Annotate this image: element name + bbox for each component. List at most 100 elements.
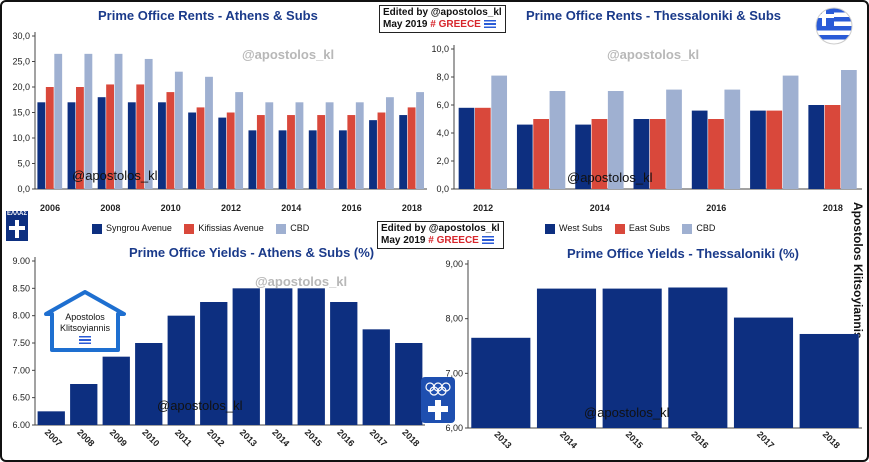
bar (256, 115, 265, 189)
y-tick-label: 7.00 (12, 365, 30, 375)
bar (536, 288, 597, 428)
y-tick-label: 15,0 (12, 108, 30, 118)
x-tick-label: 2014 (270, 427, 291, 448)
bar (471, 337, 531, 428)
bar (287, 115, 295, 189)
watermark-dark: @apostolos_kl (567, 170, 653, 185)
bar (841, 70, 857, 189)
chart-title-thess-yields: Prime Office Yields - Thessaloniki (%) (567, 246, 799, 261)
bar (218, 117, 227, 189)
bar (395, 343, 423, 425)
legend-swatch-cbd-thess (682, 223, 693, 234)
edited-tag: # GREECE (430, 19, 481, 30)
legend-swatch-cbd (276, 223, 287, 234)
bar (158, 102, 166, 189)
house-logo: Apostolos Klitsoyiannis (44, 290, 126, 352)
y-tick-label: 8.50 (12, 283, 30, 293)
x-tick-label: 2018 (402, 203, 422, 213)
x-tick-label: 2014 (281, 203, 301, 213)
bar (691, 110, 708, 189)
bar (474, 107, 491, 189)
bar (102, 356, 130, 425)
y-tick-label: 4,0 (436, 128, 449, 138)
bar (666, 89, 682, 189)
bar (668, 287, 728, 428)
bar (607, 91, 624, 189)
greek-olympic-emblem-icon (421, 377, 455, 423)
y-tick-label: 10,0 (431, 44, 449, 54)
chart-athens-rents: 0,0 5,0 10,0 15,0 20,0 25,0 30,0 2006 2008 2010 20… (12, 31, 427, 213)
watermark-dark: @apostolos_kl (72, 168, 158, 183)
bar (808, 105, 825, 189)
y-tick-label: 7.50 (12, 338, 30, 348)
x-tick-label: 2014 (590, 203, 610, 213)
bar (533, 119, 549, 189)
legend-label-east: East Subs (628, 223, 670, 233)
bar (97, 97, 106, 189)
bar (135, 343, 163, 425)
edited-date: May 2019 (383, 19, 428, 30)
bar (235, 92, 244, 189)
x-tick-label: 2012 (473, 203, 493, 213)
x-tick-label: 2015 (624, 429, 645, 450)
x-tick-label: 2008 (100, 203, 120, 213)
y-tick-label: 6.00 (12, 420, 30, 430)
legend-label-cbd: CBD (290, 223, 310, 233)
x-tick-label: 2012 (221, 203, 241, 213)
chart-title-thess-rents: Prime Office Rents - Thessaloniki & Subs (526, 8, 782, 23)
legend-label-kifissias: Kifissias Avenue (198, 223, 264, 233)
bar (458, 107, 475, 189)
y-tick-label: 8,00 (445, 314, 463, 324)
logo-line1: Apostolos (65, 312, 105, 322)
x-tick-label: 2007 (43, 427, 64, 448)
bar (295, 102, 304, 189)
bar (325, 102, 334, 189)
x-tick-label: 2016 (342, 203, 362, 213)
x-tick-label: 2016 (689, 429, 710, 450)
bar (174, 71, 183, 189)
y-tick-label: 7,00 (445, 368, 463, 378)
x-tick-label: 2014 (558, 429, 579, 450)
bar (265, 288, 293, 425)
bar (308, 130, 317, 189)
bar (377, 112, 386, 189)
edited-tag: # GREECE (428, 235, 479, 246)
bar (297, 288, 325, 425)
bar (355, 102, 364, 189)
bar (347, 115, 356, 189)
house-icon (44, 290, 126, 352)
bar (45, 87, 54, 189)
logo-line2: Klitsoyiannis (59, 323, 111, 333)
bar (166, 92, 175, 189)
x-tick-label: 2017 (755, 429, 776, 450)
bar (54, 53, 63, 189)
greek-flag-icon (79, 336, 91, 344)
bar (37, 102, 46, 189)
watermark: @apostolos_kl (255, 274, 348, 289)
bar (491, 75, 508, 189)
legend-label-syngrou: Syngrou Avenue (106, 223, 172, 233)
bar (37, 411, 65, 425)
x-tick-label: 2012 (205, 427, 226, 448)
bar (265, 102, 274, 189)
edited-line1: Edited by @apostolos_kl (381, 223, 500, 234)
x-tick-label: 2013 (492, 429, 513, 450)
y-tick-label: 10,0 (12, 133, 30, 143)
bar (362, 329, 390, 425)
y-tick-label: 8.00 (12, 311, 30, 321)
bar (385, 97, 394, 189)
y-tick-label: 25,0 (12, 57, 30, 67)
y-tick-label: 9,00 (445, 259, 463, 269)
bar (516, 124, 533, 189)
bar (724, 89, 741, 189)
bar (205, 76, 213, 189)
bar (330, 302, 358, 425)
chart-thess-rents: 0,0 2,0 4,0 6,0 8,0 10,0 2012 2014 2016 2018 (431, 44, 862, 213)
bar (232, 288, 260, 425)
greek-flag-icon (483, 20, 496, 29)
bar (196, 107, 205, 189)
legend-swatch-syngrou (92, 223, 102, 234)
x-tick-label: 2016 (706, 203, 726, 213)
bar (750, 110, 766, 189)
bar (188, 112, 197, 189)
